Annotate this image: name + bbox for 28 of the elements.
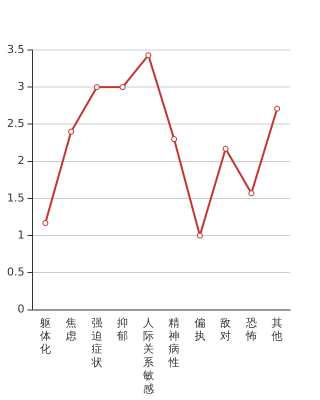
x-tick-label: 其他 xyxy=(272,316,283,342)
point xyxy=(145,52,152,58)
point xyxy=(94,84,100,90)
point xyxy=(196,232,203,239)
x-tick-label: 恐怖 xyxy=(244,316,257,342)
y-tick-label: 2.5 xyxy=(6,117,24,130)
point xyxy=(171,136,178,142)
x-tick-label: 敌对 xyxy=(220,316,232,342)
x-tick-label: 焦虑 xyxy=(66,316,77,342)
x-tick-label: 人际关系敏感 xyxy=(142,316,154,396)
y-tick-label: 1 xyxy=(17,228,24,242)
point xyxy=(274,106,280,112)
x-tick-label: 强迫症状 xyxy=(90,316,102,369)
y-tick-label: 1.5 xyxy=(6,191,24,204)
point xyxy=(248,190,254,196)
point xyxy=(42,220,48,226)
x-tick-label: 偏执 xyxy=(194,316,206,342)
y-tick-label: 3.5 xyxy=(6,42,24,56)
point xyxy=(120,84,126,90)
x-tick-label: 精神病性 xyxy=(168,316,180,369)
y-tick-label: 0.5 xyxy=(6,266,24,279)
y-tick-label: 2 xyxy=(17,154,24,168)
point xyxy=(68,128,74,135)
x-tick-label: 抑郁 xyxy=(117,316,128,342)
y-tick-label: 3 xyxy=(17,80,24,93)
x-tick-label: 躯体化 xyxy=(40,316,51,356)
point xyxy=(222,146,229,152)
y-tick-label: 0 xyxy=(17,302,24,316)
